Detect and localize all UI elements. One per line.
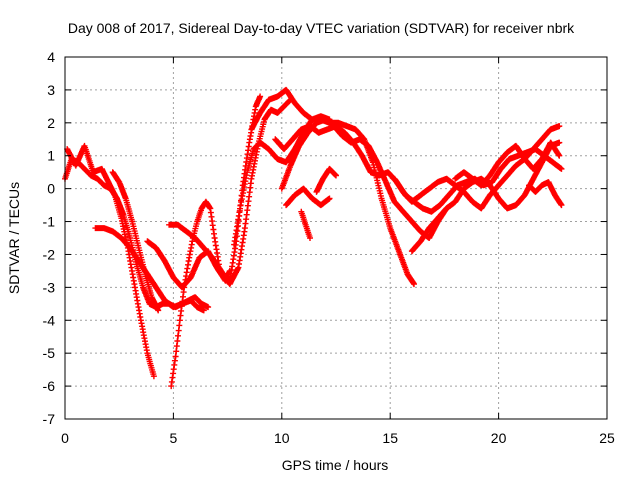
tick-labels: 0 5 10 15 20 25 -7 -6 -5 -4 -3 -2 -1 0 1 2 3 4 — [43, 49, 615, 446]
plot-frame — [64, 56, 608, 420]
y-tick-label: 3 — [47, 82, 55, 98]
x-tick-label: 15 — [382, 430, 398, 446]
y-tick-label: 1 — [47, 148, 55, 164]
series-point-markers — [64, 142, 157, 380]
series-14 — [298, 208, 313, 241]
x-tick-label: 25 — [599, 430, 615, 446]
series-2 — [64, 142, 157, 380]
y-tick-label: -5 — [43, 345, 56, 361]
series-19 — [526, 179, 565, 209]
x-tick-label: 5 — [170, 430, 178, 446]
y-tick-label: 2 — [47, 115, 55, 131]
series-point-markers — [526, 179, 565, 209]
x-axis-label: GPS time / hours — [282, 457, 389, 473]
y-tick-label: 4 — [47, 49, 55, 65]
y-axis-label: SDTVAR / TECUs — [6, 182, 22, 294]
series-point-markers — [283, 185, 333, 209]
series-13 — [283, 185, 333, 209]
y-tick-label: -2 — [43, 246, 56, 262]
series-trace — [168, 99, 292, 285]
series-point-markers — [166, 96, 294, 288]
series-7 — [166, 96, 294, 288]
series-point-markers — [298, 208, 313, 241]
x-tick-label: 10 — [274, 430, 290, 446]
y-tick-label: -7 — [43, 411, 56, 427]
data-series — [62, 86, 565, 390]
x-tick-label: 0 — [61, 430, 69, 446]
series-point-markers — [313, 165, 339, 195]
grid-lines — [65, 57, 607, 419]
series-15 — [313, 165, 339, 195]
y-tick-label: -1 — [43, 214, 56, 230]
series-point-markers — [452, 139, 563, 189]
x-tick-label: 20 — [491, 430, 507, 446]
chart-title: Day 008 of 2017, Sidereal Day-to-day VTE… — [68, 20, 575, 36]
series-point-markers — [92, 225, 207, 314]
y-tick-label: -6 — [43, 378, 56, 394]
y-tick-label: -4 — [43, 312, 56, 328]
series-point-markers — [168, 198, 222, 390]
axes — [64, 56, 608, 420]
series-18 — [452, 139, 563, 189]
series-point-markers — [248, 86, 417, 288]
series-10 — [248, 86, 417, 288]
y-tick-label: 0 — [47, 181, 55, 197]
y-tick-label: -3 — [43, 279, 56, 295]
series-6 — [168, 198, 222, 390]
series-4 — [92, 225, 207, 314]
